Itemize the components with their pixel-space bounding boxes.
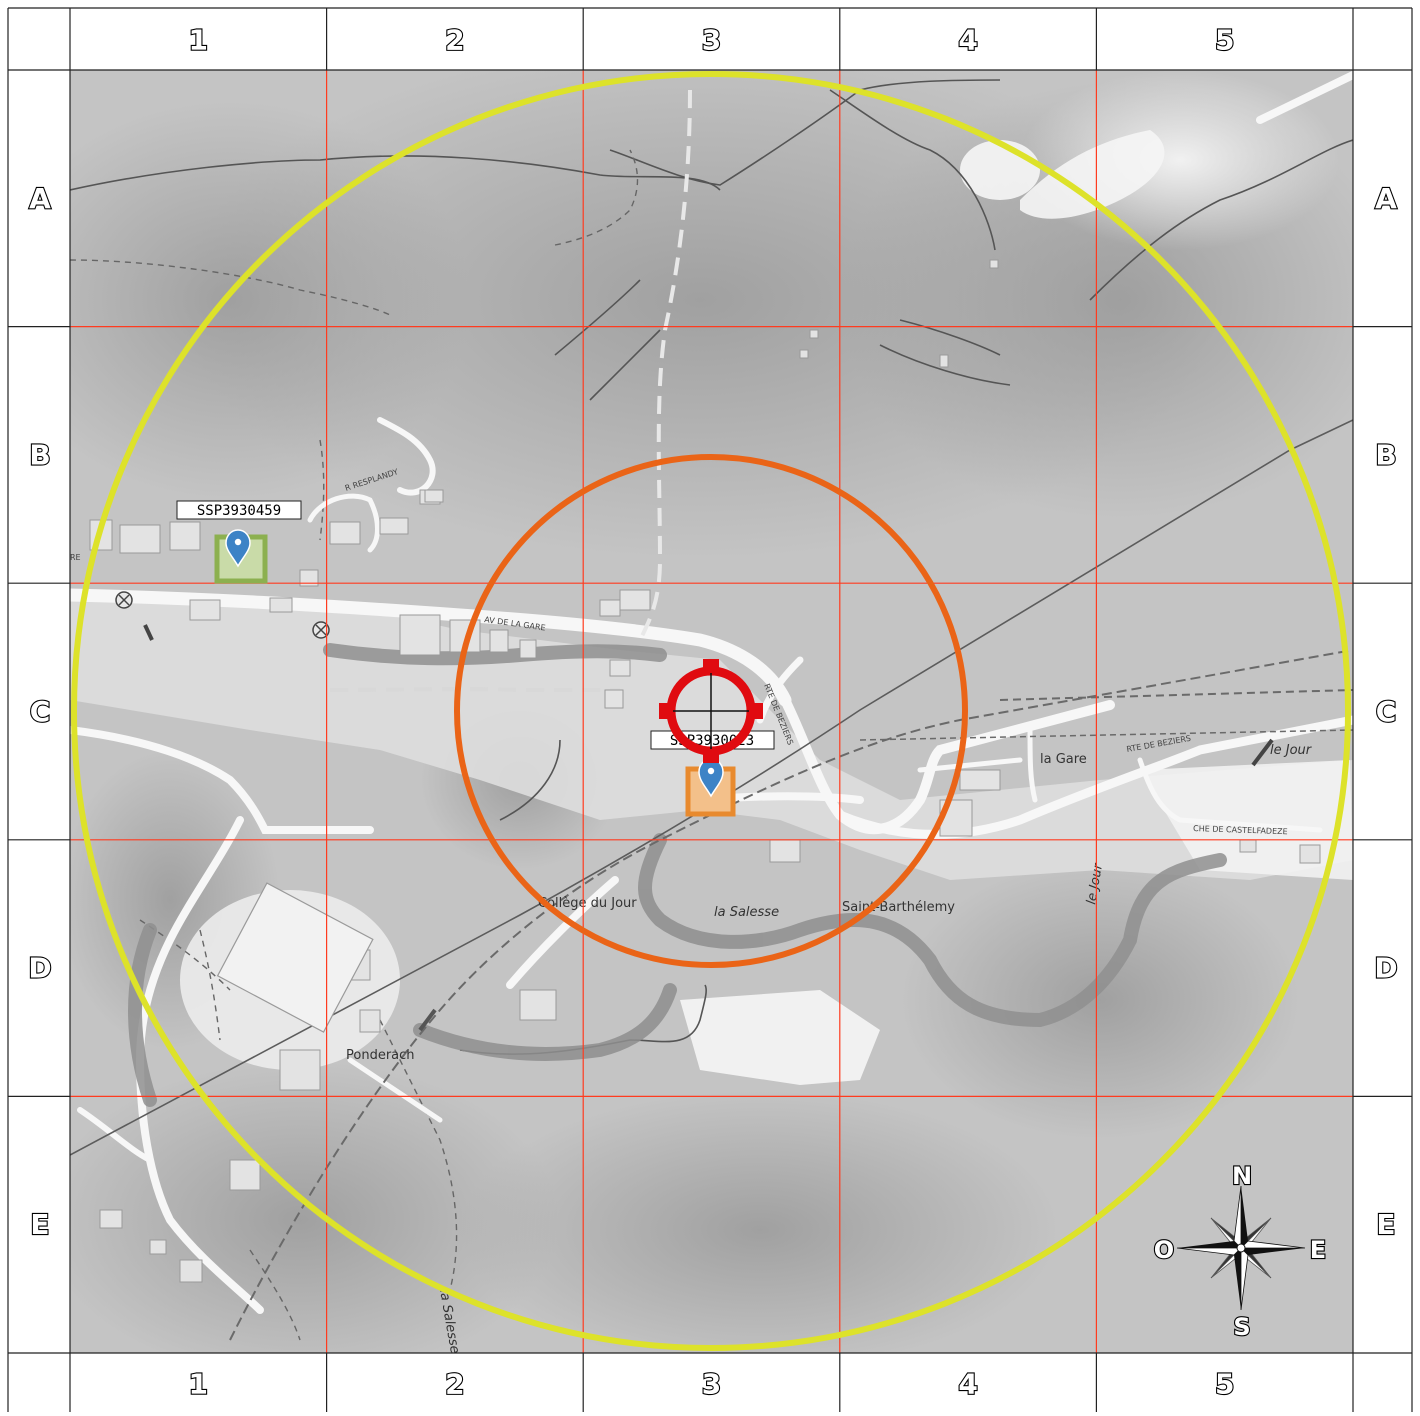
target-crosshair-icon bbox=[659, 659, 763, 763]
row-header-right: A bbox=[1375, 182, 1397, 215]
railway bbox=[70, 419, 1353, 1341]
column-header-top: 3 bbox=[702, 24, 721, 57]
compass-north: N bbox=[1232, 1162, 1252, 1190]
place-label-la-salesse: la Salesse bbox=[714, 905, 779, 920]
column-header-top: 1 bbox=[189, 24, 208, 57]
row-header-left: E bbox=[30, 1208, 49, 1241]
trail bbox=[638, 89, 692, 641]
column-header-bottom: 2 bbox=[445, 1368, 464, 1401]
grid-lines bbox=[70, 70, 1353, 1353]
river-label-le-jour: le Jour bbox=[1084, 861, 1106, 906]
sports-field bbox=[216, 882, 374, 1033]
place-label-college-du-jour: Collège du Jour bbox=[538, 896, 637, 911]
place-labels: la Gare la Salesse Saint-Barthélemy Coll… bbox=[346, 743, 1313, 1353]
row-header-right: E bbox=[1376, 1208, 1395, 1241]
outer-range-ring bbox=[71, 71, 1351, 1351]
map-pin-icon bbox=[225, 529, 251, 568]
column-header-bottom: 1 bbox=[189, 1368, 208, 1401]
column-headers: 1 1 2 2 3 3 4 4 5 5 bbox=[187, 22, 1235, 1401]
column-header-top: 2 bbox=[445, 24, 464, 57]
row-headers: A A B B C C D D E E bbox=[27, 181, 1398, 1243]
map-pin-icon bbox=[698, 758, 724, 798]
column-header-top: 5 bbox=[1215, 24, 1234, 57]
compass-east: E bbox=[1310, 1236, 1326, 1264]
sample-label: SSP3930459 bbox=[197, 503, 281, 519]
place-label-saint-barthelemy: Saint-Barthélemy bbox=[842, 900, 955, 915]
column-header-top: 4 bbox=[958, 24, 977, 57]
column-header-bottom: 4 bbox=[958, 1368, 977, 1401]
sample-label-box bbox=[176, 500, 302, 520]
roads bbox=[70, 71, 1353, 1314]
place-label-ponderach: Ponderach bbox=[346, 1048, 415, 1063]
row-header-left: C bbox=[30, 695, 51, 728]
row-header-left: A bbox=[29, 182, 51, 215]
street-label-che-de-castelfadeze: CHE DE CASTELFADEZE bbox=[1193, 824, 1288, 836]
compass-west: O bbox=[1154, 1236, 1174, 1264]
street-label-partial: RE bbox=[70, 553, 81, 562]
row-header-right: C bbox=[1376, 695, 1397, 728]
row-header-left: D bbox=[28, 952, 51, 985]
grid-frame-lines bbox=[7, 7, 1413, 1412]
place-label-le-jour: le Jour bbox=[1270, 743, 1313, 758]
row-header-left: B bbox=[29, 438, 50, 471]
row-header-right: D bbox=[1374, 952, 1397, 985]
sample-marker-ssp3930459[interactable]: SSP3930459 bbox=[176, 500, 302, 584]
inner-range-ring bbox=[454, 454, 968, 968]
basemap: la Gare la Salesse Saint-Barthélemy Coll… bbox=[70, 70, 1353, 1353]
column-header-bottom: 5 bbox=[1215, 1368, 1234, 1401]
row-header-right: B bbox=[1375, 438, 1396, 471]
column-header-bottom: 3 bbox=[702, 1368, 721, 1401]
compass-south: S bbox=[1233, 1313, 1250, 1341]
compass-rose-icon: N S E O bbox=[1153, 1161, 1328, 1342]
terrain-contours bbox=[70, 79, 1353, 1055]
place-label-la-gare: la Gare bbox=[1040, 752, 1087, 767]
level-crossing-icons bbox=[115, 591, 330, 639]
